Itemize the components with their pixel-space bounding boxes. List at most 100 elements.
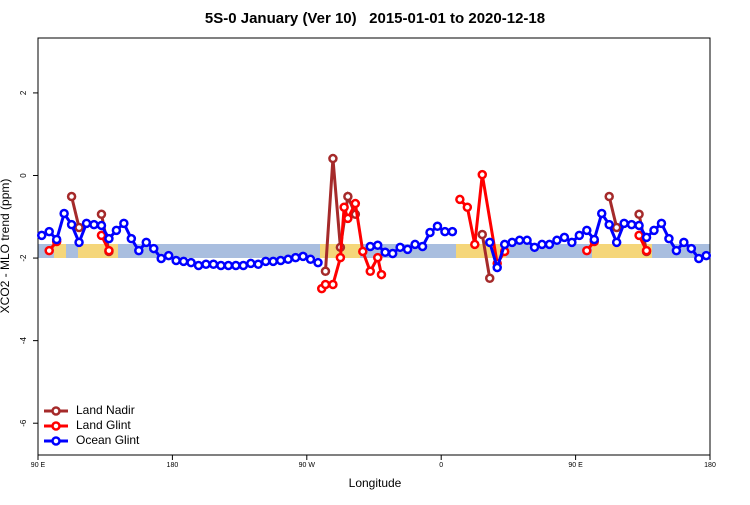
data-point [425,227,435,238]
data-point [253,259,264,270]
y-tick-label: 2 [19,90,28,95]
data-point [701,250,712,261]
data-point [111,225,122,236]
data-point [372,240,383,251]
data-point [298,251,308,262]
data-point [66,191,77,202]
data-point [694,253,704,264]
data-point [141,237,152,248]
data-point [104,233,114,244]
data-point [216,260,226,271]
data-point [44,245,54,256]
data-point [59,208,69,219]
x-axis-label: Longitude [349,476,402,490]
data-point [395,242,405,253]
data-point [186,257,196,268]
data-point [455,194,465,205]
data-point [641,232,652,243]
data-point [380,247,390,258]
data-point [81,218,92,229]
data-point [96,230,107,241]
data-point [462,202,473,213]
data-point [96,209,107,220]
data-point [126,233,137,244]
data-point [74,237,84,248]
legend-label: Ocean Glint [76,433,140,447]
data-point [544,239,555,250]
data-point [611,222,622,233]
data-point [343,213,353,224]
data-point [193,260,204,271]
data-point [626,219,637,230]
data-point [656,218,667,229]
data-point [320,279,331,290]
data-point [447,226,458,237]
chart-title: 5S-0 January (Ver 10) 2015-01-01 to 2020… [205,10,545,27]
data-point [89,219,99,230]
data-point [552,235,562,246]
data-point [238,260,249,271]
y-tick-label: -4 [19,337,28,345]
data-point [223,260,234,271]
data-point [328,153,338,164]
data-point [671,245,682,256]
data-point [514,235,525,246]
data-point [96,220,107,231]
data-point [290,252,301,263]
data-point [66,219,77,230]
data-point [664,233,674,244]
data-point [507,237,517,248]
data-point [372,252,383,263]
y-tick-label: -2 [19,254,28,262]
data-point [559,232,570,243]
data-point [51,234,62,245]
legend-marker [51,421,61,431]
y-tick-label: -6 [19,419,28,427]
data-point [596,208,607,219]
data-point [410,239,420,250]
data-point [305,254,316,265]
data-point [611,237,622,248]
data-point [275,255,286,266]
data-point [208,259,219,270]
data-point [582,225,592,236]
x-tick-label: 0 [439,462,443,469]
data-point [582,245,592,256]
x-tick-label: 90 W [299,462,316,469]
data-point [178,256,189,267]
data-point [492,262,502,273]
data-point [134,245,144,256]
data-point [537,239,547,250]
data-point [283,254,293,265]
data-point [417,241,428,252]
data-point [499,239,510,250]
data-point [484,273,495,284]
data-point [432,221,443,232]
x-tick-label: 90 E [568,462,583,469]
legend-marker [51,436,61,446]
data-point [231,260,241,271]
data-point [246,258,256,269]
data-point [574,230,585,241]
data-point [163,250,174,261]
data-point [619,218,629,229]
x-tick-label: 90 E [31,462,46,469]
data-point [649,225,659,236]
data-point [679,237,689,248]
data-point [201,259,211,270]
legend-label: Land Nadir [76,403,135,417]
data-point [320,266,331,277]
data-point [260,256,271,267]
data-point [529,242,540,253]
data-point [119,218,129,229]
data-point [156,253,166,264]
data-point [484,237,495,248]
data-point [335,252,346,263]
data-point [522,235,532,246]
data-point [589,234,600,245]
data-point [44,226,54,237]
data-point [339,202,349,213]
data-point [74,222,84,233]
data-point [634,230,644,241]
